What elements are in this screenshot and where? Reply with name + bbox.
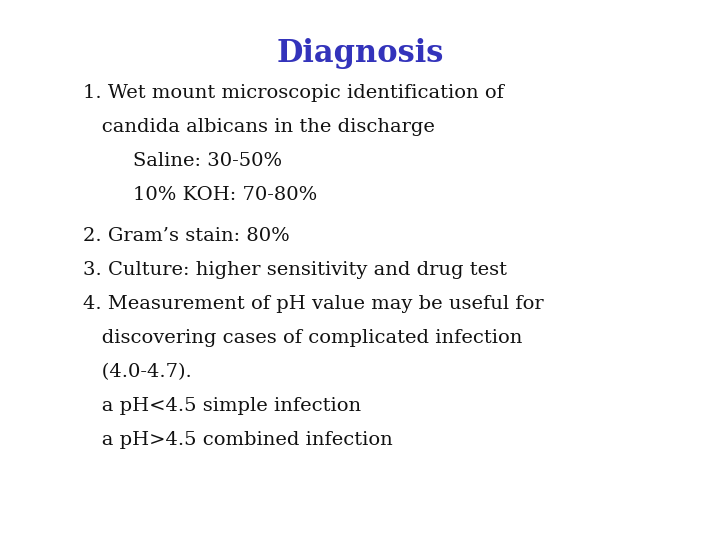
Text: 2. Gram’s stain: 80%: 2. Gram’s stain: 80% [83,227,289,245]
Text: Saline: 30-50%: Saline: 30-50% [83,152,282,170]
Text: 10% KOH: 70-80%: 10% KOH: 70-80% [83,186,317,204]
Text: a pH<4.5 simple infection: a pH<4.5 simple infection [83,397,361,415]
Text: 1. Wet mount microscopic identification of: 1. Wet mount microscopic identification … [83,84,504,102]
Text: candida albicans in the discharge: candida albicans in the discharge [83,118,435,136]
Text: 3. Culture: higher sensitivity and drug test: 3. Culture: higher sensitivity and drug … [83,261,507,279]
Text: discovering cases of complicated infection: discovering cases of complicated infecti… [83,329,522,347]
Text: a pH>4.5 combined infection: a pH>4.5 combined infection [83,431,392,449]
Text: 4. Measurement of pH value may be useful for: 4. Measurement of pH value may be useful… [83,295,544,313]
Text: (4.0-4.7).: (4.0-4.7). [83,363,192,381]
Text: Diagnosis: Diagnosis [276,38,444,69]
